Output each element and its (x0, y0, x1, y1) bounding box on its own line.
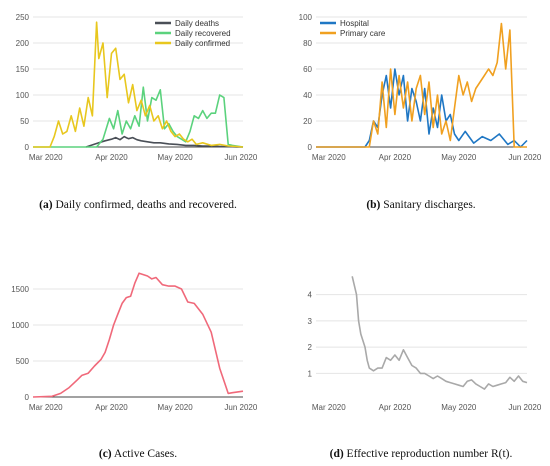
y-tick-label: 0 (308, 143, 313, 152)
x-tick-label: Apr 2020 (379, 153, 412, 162)
y-tick-label: 150 (16, 65, 30, 74)
x-tick-label: Apr 2020 (379, 403, 412, 412)
y-tick-label: 50 (20, 117, 29, 126)
y-tick-label: 3 (308, 317, 313, 326)
y-tick-label: 80 (303, 39, 312, 48)
y-tick-label: 40 (303, 91, 312, 100)
y-tick-label: 100 (299, 13, 313, 22)
caption-label: (a) (39, 199, 53, 211)
legend-label: Daily confirmed (175, 39, 230, 48)
x-tick-label: May 2020 (441, 403, 477, 412)
x-tick-label: May 2020 (441, 153, 477, 162)
x-tick-label: Mar 2020 (29, 403, 63, 412)
x-tick-label: Jun 2020 (224, 403, 257, 412)
caption: (d) Effective reproduction number R(t). (330, 448, 513, 460)
y-tick-label: 4 (308, 291, 313, 300)
series-line-daily-confirmed (33, 21, 244, 148)
x-tick-label: Mar 2020 (312, 153, 346, 162)
y-tick-label: 1000 (11, 321, 29, 330)
caption-text: Daily confirmed, deaths and recovered. (55, 199, 236, 211)
chart-d: 1 2 3 4 Mar 2020 Apr 2020 May 2020 Jun 2020 (d) … (308, 276, 542, 460)
y-tick-label: 250 (16, 13, 30, 22)
y-tick-label: 0 (25, 393, 30, 402)
chart-a: 0 50 100 150 200 250 Mar 2020 Apr 2020 May 2020 J… (16, 13, 258, 211)
y-tick-label: 60 (303, 65, 312, 74)
legend-label: Primary care (340, 29, 386, 38)
y-tick-label: 2 (308, 343, 313, 352)
chart-c: 0 500 1000 1500 Mar 2020 Apr 2020 May 2020 Jun … (11, 272, 258, 460)
legend-label: Daily recovered (175, 29, 231, 38)
caption-text: Effective reproduction number R(t). (347, 448, 513, 460)
y-tick-label: 1 (308, 369, 313, 378)
legend-label: Hospital (340, 19, 369, 28)
x-tick-label: Apr 2020 (95, 153, 128, 162)
x-tick-label: Jun 2020 (508, 403, 541, 412)
y-tick-label: 0 (25, 143, 30, 152)
caption-label: (d) (330, 448, 344, 460)
x-tick-label: May 2020 (158, 153, 194, 162)
series-line-d-0 (351, 276, 528, 390)
series-line-daily-deaths (85, 135, 243, 148)
x-tick-label: Mar 2020 (29, 153, 63, 162)
series-line-c-0 (32, 272, 244, 398)
x-tick-label: Apr 2020 (95, 403, 128, 412)
y-tick-label: 200 (16, 39, 30, 48)
caption-text: Active Cases. (114, 448, 177, 460)
caption: (b) Sanitary discharges. (366, 199, 475, 211)
caption-label: (c) (99, 448, 112, 460)
y-tick-label: 20 (303, 117, 312, 126)
caption-label: (b) (366, 199, 380, 211)
caption: (c) Active Cases. (99, 448, 177, 460)
chart-b: 0 20 40 60 80 100 Mar 2020 Apr 2020 May 2020 Jun … (299, 13, 542, 211)
series-line-daily-recovered (33, 86, 244, 148)
legend-label: Daily deaths (175, 19, 219, 28)
x-tick-label: Mar 2020 (312, 403, 346, 412)
caption: (a) Daily confirmed, deaths and recovere… (39, 199, 237, 211)
y-tick-label: 1500 (11, 285, 29, 294)
series-line-primary-care (316, 22, 527, 148)
x-tick-label: Jun 2020 (508, 153, 541, 162)
y-tick-label: 100 (16, 91, 30, 100)
caption-text: Sanitary discharges. (383, 199, 476, 211)
x-tick-label: Jun 2020 (224, 153, 257, 162)
x-tick-label: May 2020 (158, 403, 194, 412)
y-tick-label: 500 (16, 357, 30, 366)
